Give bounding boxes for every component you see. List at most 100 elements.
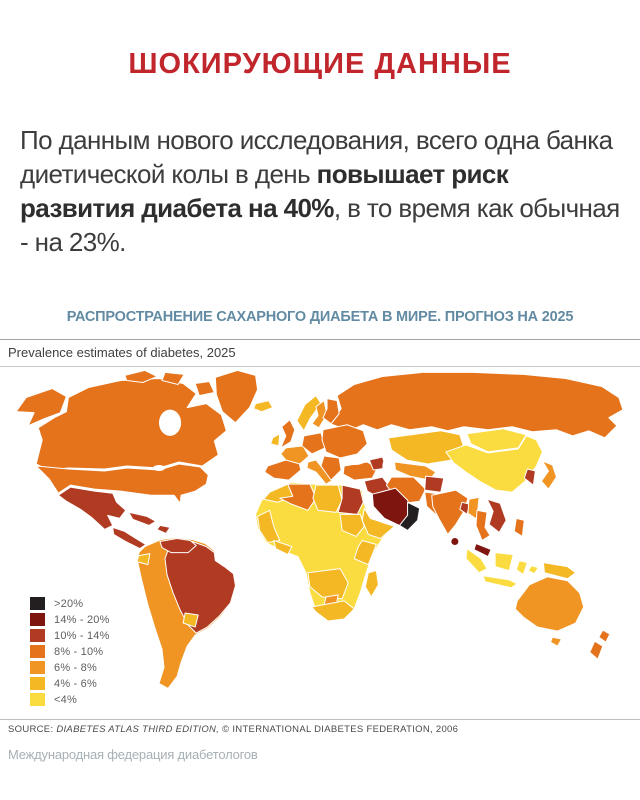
region-tasmania: [549, 636, 563, 647]
legend-swatch: [30, 661, 45, 674]
legend-label: 10% - 14%: [54, 629, 110, 642]
region-hispaniola: [156, 524, 171, 534]
region-horn-of-africa: [361, 507, 395, 539]
legend-label: 6% - 8%: [54, 661, 97, 674]
region-ecuador: [136, 553, 151, 566]
legend-swatch: [30, 597, 45, 610]
region-australia: [514, 576, 585, 632]
region-sumatra: [465, 548, 488, 574]
region-mongolia: [466, 428, 527, 453]
region-uk: [280, 419, 296, 449]
region-italy: [306, 459, 334, 485]
world-map-container: >20% 14% - 20% 10% - 14% 8% - 10% 6% - 8% 4% …: [0, 367, 640, 719]
legend-row: 10% - 14%: [30, 629, 110, 642]
page-title: ШОКИРУЮЩИЕ ДАННЫЕ: [128, 48, 512, 80]
region-brazil: [164, 541, 236, 634]
source-prefix: SOURCE:: [8, 724, 57, 735]
legend-row: >20%: [30, 597, 110, 610]
region-java: [482, 575, 518, 589]
region-sudan: [339, 513, 365, 537]
legend-swatch: [30, 613, 45, 626]
region-sweden: [311, 400, 328, 429]
region-indochina: [486, 498, 507, 533]
region-usa: [35, 463, 209, 504]
region-egypt: [337, 484, 364, 515]
footer-attribution: Международная федерация диабетологов: [8, 747, 258, 762]
region-gulf-states: [399, 501, 421, 531]
region-sri-lanka: [450, 536, 460, 547]
legend-swatch: [30, 677, 45, 690]
region-central-europe: [301, 432, 326, 455]
legend-swatch: [30, 629, 45, 642]
legend-row: 8% - 10%: [30, 645, 110, 658]
legend-label: 4% - 6%: [54, 677, 97, 690]
legend-row: 4% - 6%: [30, 677, 110, 690]
region-mexico: [57, 486, 127, 530]
source-line: SOURCE: DIABETES ATLAS THIRD EDITION, © …: [0, 719, 640, 735]
region-iceland: [253, 400, 274, 413]
region-new-zealand: [589, 629, 611, 660]
legend-swatch: [30, 693, 45, 706]
region-angola-zambia: [307, 568, 349, 600]
legend-label: 14% - 20%: [54, 613, 110, 626]
source-title: DIABETES ATLAS THIRD EDITION,: [56, 724, 220, 735]
region-gulf-of-guinea: [273, 539, 293, 556]
lead-text-before: По данным нового исследования, всего одн…: [20, 125, 613, 189]
region-thailand: [475, 509, 491, 541]
legend-row: 6% - 8%: [30, 661, 110, 674]
region-afghanistan: [424, 475, 445, 493]
map-legend: >20% 14% - 20% 10% - 14% 8% - 10% 6% - 8% 4% …: [30, 597, 110, 709]
region-west-africa: [257, 509, 281, 544]
region-south-africa: [311, 600, 355, 622]
legend-row: <4%: [30, 693, 110, 706]
region-russia: [329, 371, 624, 439]
chart-heading: РАСПРОСТРАНЕНИЕ САХАРНОГО ДИАБЕТА В МИРЕ…: [66, 309, 574, 325]
region-new-guinea: [542, 562, 577, 580]
region-bangladesh: [459, 501, 471, 515]
lead-text-bold: повышает риск развития диабета на 40%: [20, 159, 509, 223]
region-balkans: [320, 455, 342, 481]
region-philippines: [513, 517, 525, 537]
black-sea: [346, 456, 365, 466]
region-alaska: [15, 388, 67, 427]
region-algeria: [279, 483, 317, 511]
region-malaysia: [473, 543, 492, 558]
region-madagascar: [364, 570, 379, 598]
region-greenland: [214, 369, 259, 424]
caspian-sea: [382, 456, 393, 478]
region-sulawesi: [515, 560, 528, 576]
region-turkey: [342, 461, 378, 481]
region-japan: [540, 460, 558, 490]
region-china: [445, 435, 543, 493]
legend-label: >20%: [54, 597, 84, 610]
lead-text-after: , в то время как обычная - на 23%.: [20, 193, 620, 257]
legend-row: 14% - 20%: [30, 613, 110, 626]
region-cuba: [128, 511, 157, 526]
legend-label: <4%: [54, 693, 77, 706]
region-ireland: [270, 433, 281, 447]
region-east-africa: [353, 539, 377, 566]
lead-text: По данным нового исследования, всего одн…: [20, 123, 620, 259]
region-libya: [312, 484, 343, 513]
legend-swatch: [30, 645, 45, 658]
great-lakes: [152, 465, 166, 472]
region-moluccas: [527, 565, 539, 575]
region-borneo: [494, 552, 514, 572]
region-canada: [35, 377, 227, 471]
chart-subtitle: Prevalence estimates of diabetes, 2025: [0, 340, 640, 367]
region-finland: [322, 398, 340, 425]
world-choropleth-map: [15, 369, 624, 689]
region-arctic-islands: [124, 369, 215, 397]
region-paraguay: [182, 612, 199, 628]
region-central-america: [112, 526, 147, 550]
region-eastern-europe: [321, 424, 368, 459]
region-india: [431, 489, 469, 535]
hudson-bay: [158, 409, 182, 436]
chart-panel: Prevalence estimates of diabetes, 2025: [0, 339, 640, 735]
region-iran: [385, 476, 427, 504]
region-venezuela: [159, 537, 197, 554]
region-korea: [523, 468, 536, 486]
source-rest: © INTERNATIONAL DIABETES FEDERATION, 200…: [219, 724, 459, 735]
legend-label: 8% - 10%: [54, 645, 104, 658]
